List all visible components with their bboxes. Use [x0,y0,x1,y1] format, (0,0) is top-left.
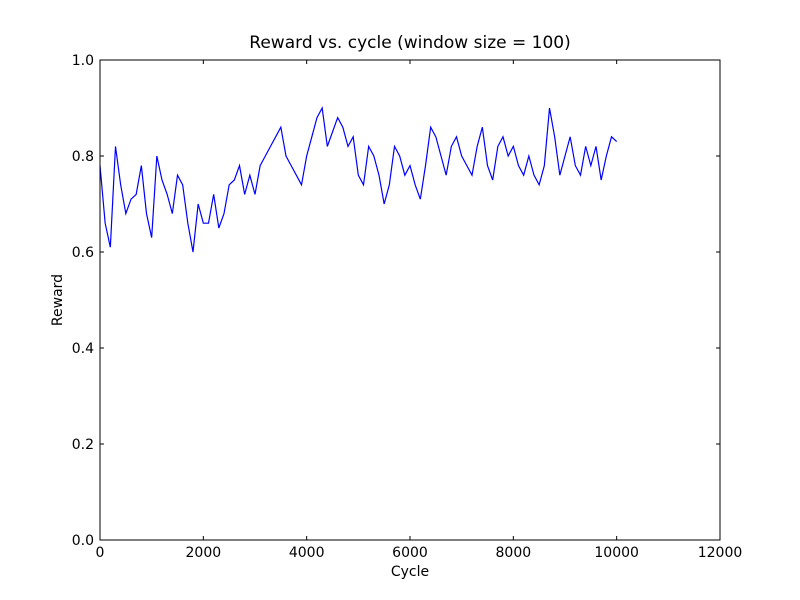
x-axis-label: Cycle [391,564,429,580]
y-tick-label: 0.0 [72,533,94,549]
chart-title: Reward vs. cycle (window size = 100) [249,33,570,53]
x-tick-label: 6000 [392,545,428,561]
y-tick-label: 0.4 [72,341,94,357]
x-tick-label: 4000 [289,545,325,561]
y-tick-label: 1.0 [72,53,94,69]
y-tick-label: 0.6 [72,245,94,261]
x-tick-label: 10000 [594,545,639,561]
plot-frame [99,59,721,541]
x-tick-label: 12000 [698,545,743,561]
x-tick-label: 8000 [496,545,532,561]
x-tick-label: 2000 [186,545,222,561]
y-tick-label: 0.2 [72,437,94,453]
line [99,106,618,253]
y-axis-label: Reward [50,274,66,326]
y-tick-label: 0.8 [72,149,94,165]
x-tick-label: 0 [96,545,105,561]
